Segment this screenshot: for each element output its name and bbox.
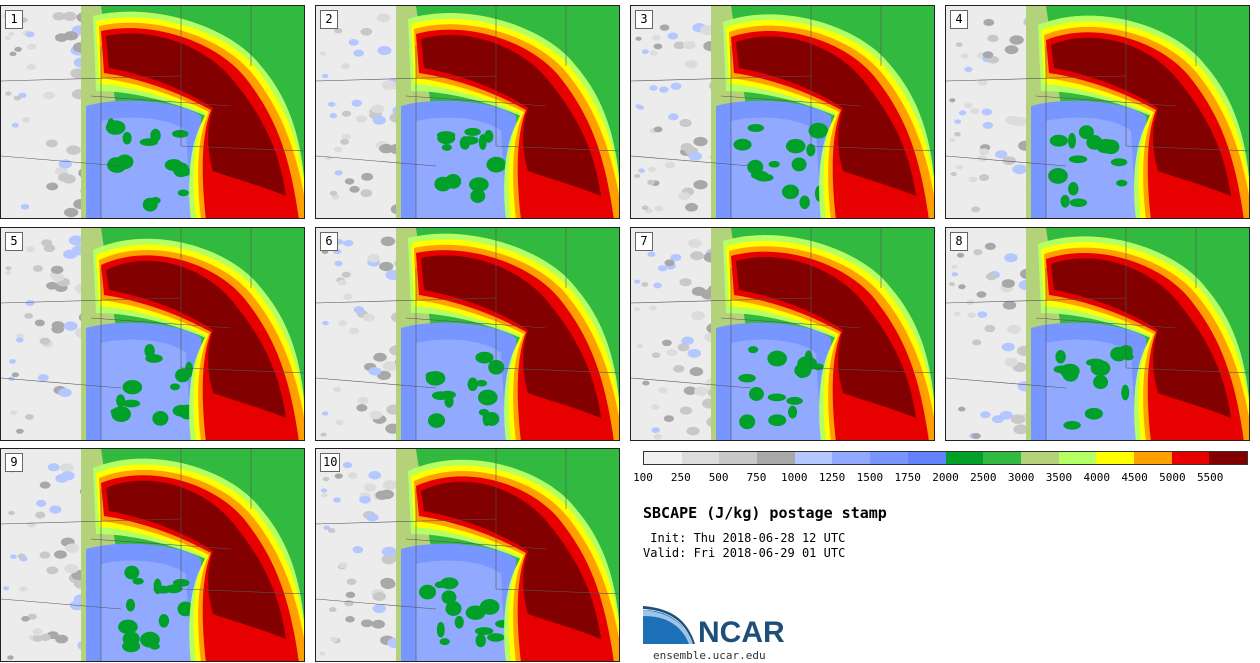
cape-map-icon [946,228,1249,440]
legend-swatch [719,452,758,464]
panel-label: 10 [320,453,341,472]
map-panel: 1 [0,5,305,219]
legend-swatch [1209,452,1247,464]
map-panel: 3 [630,5,935,219]
panel-label: 3 [635,10,653,29]
legend-tick-label: 3000 [1007,471,1035,484]
cape-map-icon [946,6,1249,218]
init-time: Init: Thu 2018-06-28 12 UTC [643,531,846,545]
legend-swatch [1171,452,1210,464]
map-panel: 5 [0,227,305,441]
legend-tick-label: 4000 [1083,471,1111,484]
legend-swatch [1096,452,1134,464]
legend-tick-label: 2500 [970,471,997,484]
legend-tick-label: 1500 [856,471,884,484]
legend-labels: 100 250 500 750 1000 1250 1500 1750 2000 2500 3000… [633,471,1253,485]
map-panel: 8 [945,227,1250,441]
panel-label: 8 [950,232,968,251]
legend-tick-label: 5500 [1196,471,1224,484]
panel-label: 4 [950,10,968,29]
panel-label: 7 [635,232,653,251]
panel-label: 5 [5,232,23,251]
cape-map-icon [1,449,304,661]
legend-tick-label: 750 [746,471,767,484]
map-panel: 4 [945,5,1250,219]
legend-swatch [945,452,984,464]
legend-tick-label: 1000 [781,471,808,484]
legend-tick-label: 5000 [1159,471,1186,484]
page-title: SBCAPE (J/kg) postage stamp [643,504,887,522]
panel-label: 2 [320,10,338,29]
cape-map-icon [316,228,619,440]
legend-tick-label: 100 [633,471,653,484]
legend-tick-label: 500 [708,471,729,484]
legend-tick-label: 1250 [818,471,846,484]
map-panel: 2 [315,5,620,219]
map-panel: 9 [0,448,305,662]
legend-swatch [644,452,682,464]
map-panel: 7 [630,227,935,441]
legend-swatch [1133,452,1172,464]
cape-map-icon [316,449,619,661]
legend-swatch [794,452,833,464]
legend-tick-label: 250 [670,471,691,484]
panel-label: 1 [5,10,23,29]
legend-swatch [907,452,946,464]
cape-map-icon [631,228,934,440]
legend-tick-label: 3500 [1045,471,1073,484]
legend-tick-label: 4500 [1121,471,1148,484]
legend-swatch [1020,452,1059,464]
legend-swatch [870,452,908,464]
map-panel: 6 [315,227,620,441]
legend-swatch [983,452,1021,464]
panel-label: 9 [5,453,23,472]
site-url[interactable]: ensemble.ucar.edu [653,649,766,662]
legend-tick-label: 1750 [894,471,921,484]
legend-swatch [1058,452,1097,464]
legend-tick-label: 2000 [932,471,959,484]
cape-map-icon [1,228,304,440]
color-legend [643,451,1248,465]
ncar-wordmark: NCAR [698,616,785,649]
legend-swatch [757,452,795,464]
legend-swatch [681,452,720,464]
panel-label: 6 [320,232,338,251]
map-panel: 10 [315,448,620,662]
cape-map-icon [631,6,934,218]
cape-map-icon [316,6,619,218]
valid-time: Valid: Fri 2018-06-29 01 UTC [643,546,846,560]
legend-swatch [832,452,871,464]
ncar-logo-icon [643,606,695,644]
cape-map-icon [1,6,304,218]
